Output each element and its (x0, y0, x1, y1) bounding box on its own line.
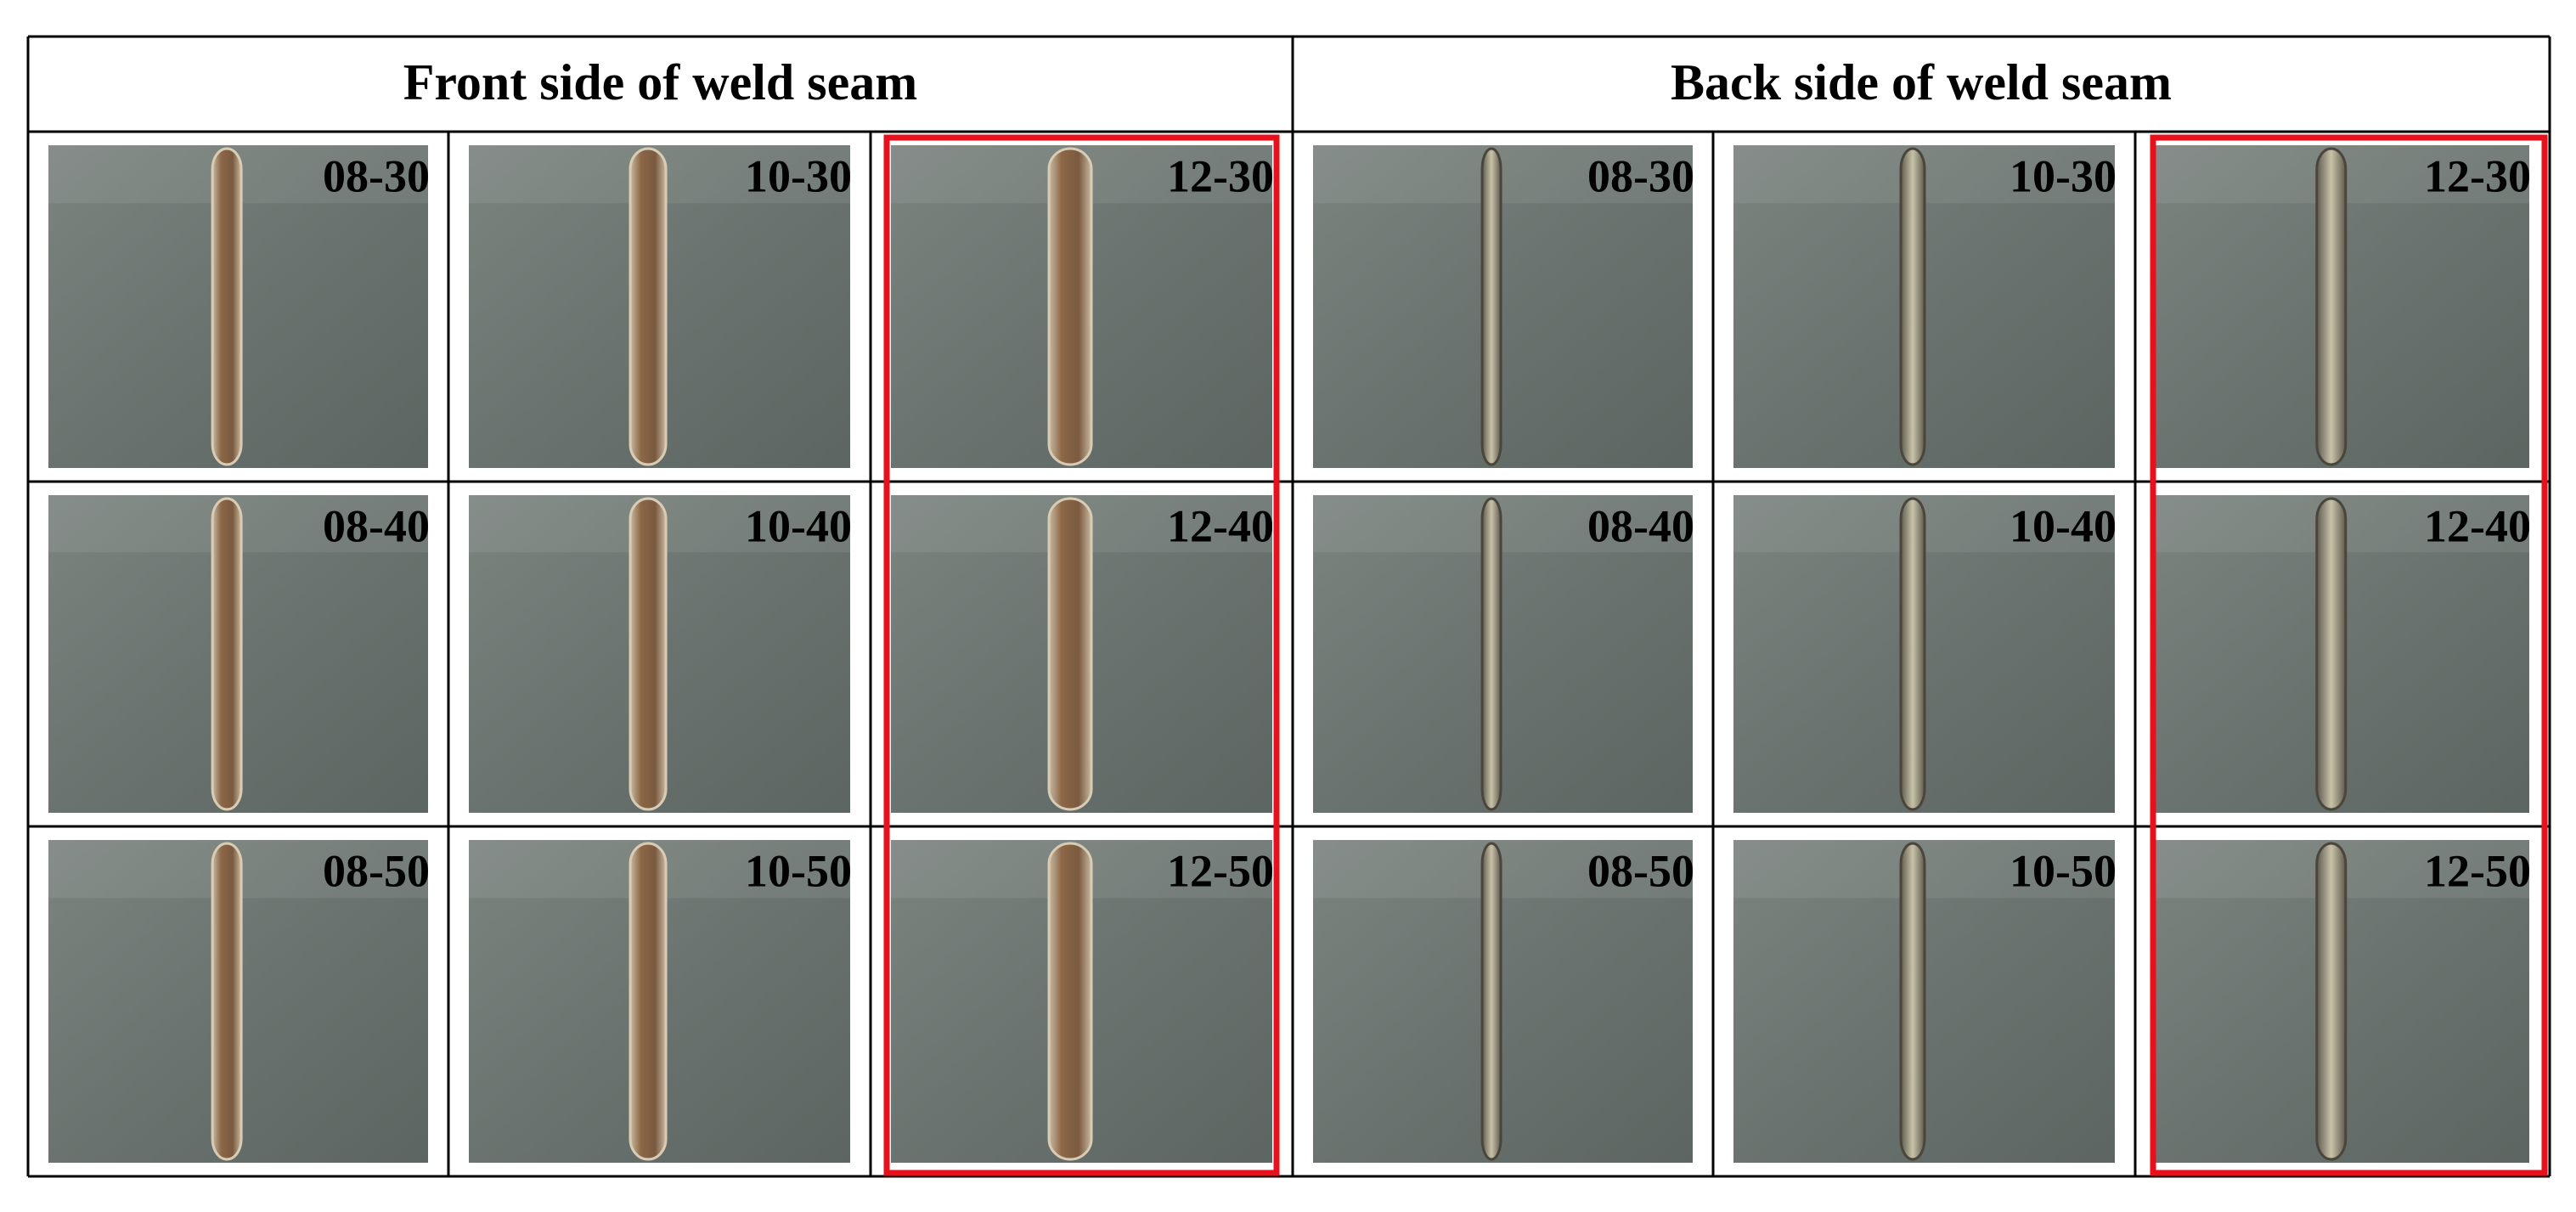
plate-sheen (1313, 145, 1693, 204)
sample-label: 12-50 (2424, 845, 2531, 896)
column-header: Front side of weld seam (403, 54, 918, 110)
sample-label: 08-30 (1587, 150, 1694, 201)
weld-bead (1480, 147, 1502, 466)
sample-label: 10-30 (745, 150, 852, 201)
weld-bead (1047, 147, 1093, 466)
weld-bead (2315, 842, 2348, 1161)
weld-bead (1480, 497, 1502, 811)
weld-bead (211, 147, 243, 466)
sample-label: 12-50 (1167, 845, 1274, 896)
plate-photo (1313, 840, 1693, 1163)
sample-label: 08-50 (1587, 845, 1694, 896)
sample-label: 08-50 (323, 845, 430, 896)
plate-photo (1313, 145, 1693, 468)
sample-label: 08-40 (323, 500, 430, 551)
weld-bead (628, 147, 668, 466)
weld-bead (628, 497, 668, 811)
weld-bead (1047, 842, 1093, 1161)
sample-label: 10-50 (745, 845, 852, 896)
weld-bead (628, 842, 668, 1161)
weld-bead (1047, 497, 1093, 811)
sample-label: 10-30 (2010, 150, 2117, 201)
plate-photo (1313, 495, 1693, 813)
sample-label: 12-40 (2424, 500, 2531, 551)
weld-bead (211, 497, 243, 811)
sample-label: 08-40 (1587, 500, 1694, 551)
sample-label: 10-40 (2010, 500, 2117, 551)
plate-sheen (1313, 840, 1693, 899)
weld-bead (1899, 497, 1926, 811)
weld-bead (1480, 842, 1502, 1161)
highlight-box (2150, 134, 2548, 1176)
plate-sheen (1313, 495, 1693, 553)
weld-bead (1899, 147, 1926, 466)
weld-bead (2315, 497, 2348, 811)
sample-label: 10-40 (745, 500, 852, 551)
weld-bead (2315, 147, 2348, 466)
weld-bead (1899, 842, 1926, 1161)
sample-label: 08-30 (323, 150, 430, 201)
sample-label: 12-40 (1167, 500, 1274, 551)
highlight-box (883, 134, 1280, 1176)
sample-label: 12-30 (2424, 150, 2531, 201)
weld-bead (211, 842, 243, 1161)
sample-label: 10-50 (2010, 845, 2117, 896)
column-header: Back side of weld seam (1671, 54, 2172, 110)
sample-label: 12-30 (1167, 150, 1274, 201)
